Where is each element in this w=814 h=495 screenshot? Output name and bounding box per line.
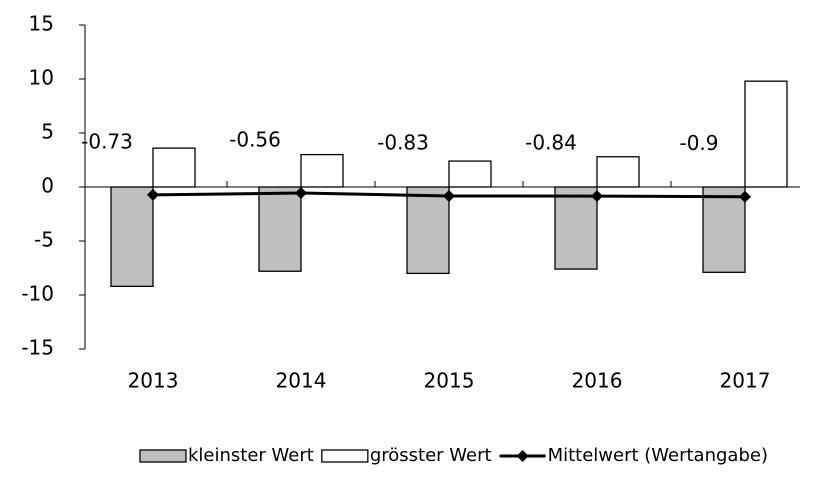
marker <box>295 187 307 200</box>
bar <box>702 186 746 273</box>
y-tick-label: -10 <box>21 282 54 306</box>
marker <box>147 188 159 201</box>
x-tick-label: 2016 <box>572 369 623 393</box>
data-label: -0.84 <box>525 131 577 155</box>
bar <box>448 160 492 188</box>
x-tick-label: 2013 <box>128 369 179 393</box>
legend-marker <box>516 450 529 462</box>
bar <box>258 186 302 272</box>
bar <box>110 186 154 288</box>
y-tick-label: -15 <box>21 336 54 360</box>
y-tick-label: 10 <box>29 66 54 90</box>
data-label: -0.9 <box>679 131 718 155</box>
y-tick-label: 0 <box>41 174 54 198</box>
y-tick-label: -5 <box>34 228 54 252</box>
bar <box>300 153 344 188</box>
bar <box>596 156 640 188</box>
marker <box>443 189 455 202</box>
data-label: -0.83 <box>377 130 429 154</box>
y-tick-label: 5 <box>41 120 54 144</box>
marker <box>739 190 751 203</box>
legend-swatch <box>139 449 187 463</box>
x-tick-label: 2015 <box>424 369 475 393</box>
y-tick-label: 15 <box>29 12 54 36</box>
legend-label: Mittelwert (Wertangabe) <box>548 445 768 466</box>
legend-label: kleinster Wert <box>188 445 314 466</box>
bar <box>406 186 450 275</box>
legend-label: grösster Wert <box>370 445 492 466</box>
marker <box>591 190 603 203</box>
data-label: -0.73 <box>81 129 133 153</box>
x-tick-label: 2017 <box>720 369 771 393</box>
data-label: -0.56 <box>229 128 281 152</box>
bar <box>554 186 598 270</box>
bar <box>152 147 196 188</box>
legend-swatch <box>321 449 369 463</box>
x-tick-label: 2014 <box>276 369 327 393</box>
bar <box>744 80 788 188</box>
